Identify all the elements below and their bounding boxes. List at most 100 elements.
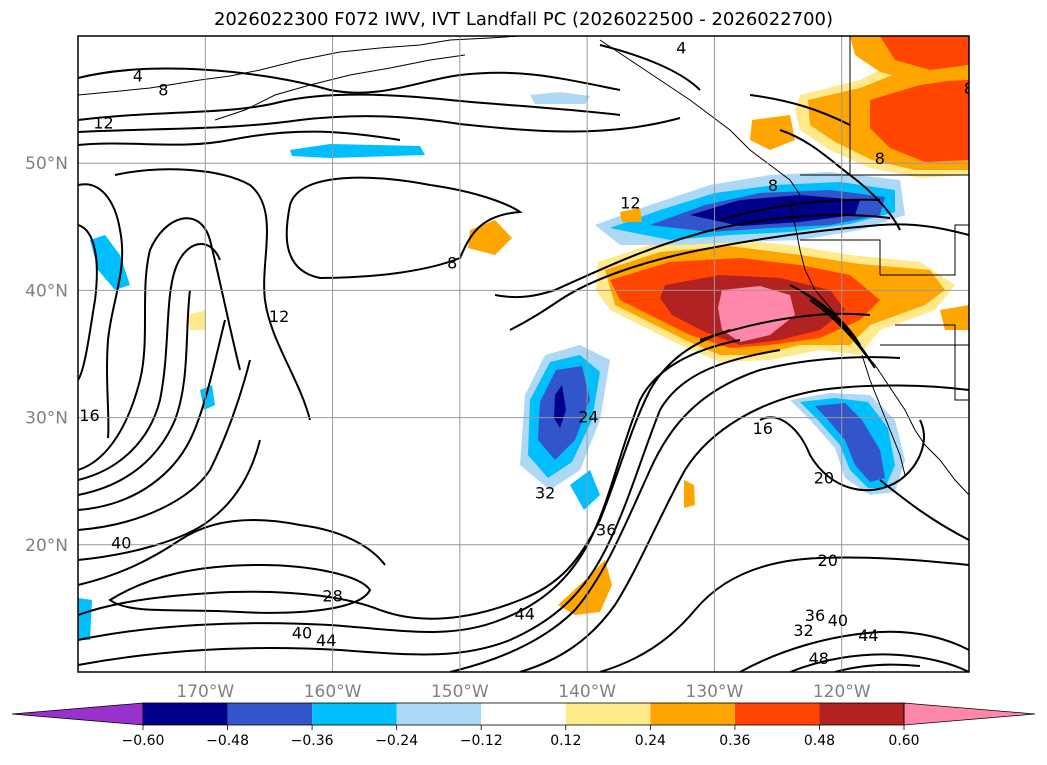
contour-line [108, 563, 372, 614]
coastline-alaska [78, 36, 521, 96]
shade-region-baja-royal [815, 403, 885, 482]
contour-label: 16 [79, 406, 99, 425]
contour-label: 32 [793, 621, 813, 640]
colorbar-frame [142, 702, 905, 726]
colorbar-segment [734, 703, 820, 725]
colorbar: −0.60 −0.48 −0.36 −0.24 −0.12 0.12 0.24 0.36 0.4… [11, 702, 1036, 749]
colorbar-tick-label: 0.60 [888, 733, 919, 749]
contour-line [78, 329, 731, 620]
coastline-alaska-south [214, 54, 466, 121]
contour-label: 12 [93, 113, 113, 132]
colorbar-segment [650, 703, 735, 725]
lon-tick-label: 170°W [176, 682, 234, 702]
contour-label: 4 [133, 66, 143, 85]
coastline-west [789, 199, 969, 496]
shade-patch-5 [468, 220, 512, 255]
shade-region-nw-orange [750, 115, 795, 150]
contour-label: 16 [753, 419, 773, 438]
colorbar-tick-label: 0.48 [804, 733, 835, 749]
lon-tick-label: 140°W [558, 682, 616, 702]
contour-line [78, 243, 221, 481]
contour-line [78, 224, 98, 381]
contour-label: 8 [447, 253, 457, 272]
colorbar-tick-label: −0.60 [122, 733, 165, 749]
contour-label: 44 [316, 631, 336, 650]
contour-line [78, 115, 681, 133]
colorbar-segment [396, 703, 482, 725]
contour-line [78, 67, 621, 94]
shade-patch-10 [188, 310, 206, 330]
contour-line [834, 663, 921, 672]
contour-label: 44 [858, 626, 878, 645]
contour-label: 48 [809, 649, 829, 668]
lon-tick-label: 150°W [431, 682, 489, 702]
contour-label: 36 [805, 606, 825, 625]
contour-line [78, 519, 386, 586]
contour-label: 12 [269, 307, 289, 326]
contour-line [879, 479, 969, 541]
colorbar-tick-label: −0.12 [460, 733, 503, 749]
contour-line [114, 168, 311, 421]
colorbar-extend-low [11, 702, 144, 726]
contour-line [78, 217, 241, 471]
contour-line [449, 356, 901, 672]
shade-patch-8 [570, 470, 600, 510]
border-state-3 [880, 224, 969, 276]
lat-tick-label: 30°N [25, 409, 68, 429]
contour-line [789, 284, 861, 346]
lon-tick-label: 160°W [304, 682, 362, 702]
contour-label: 8 [158, 80, 168, 99]
contour-line [599, 556, 969, 672]
lon-tick-label: 120°W [813, 682, 871, 702]
shade-patch-7 [684, 480, 695, 508]
colorbar-segment [143, 703, 228, 725]
colorbar-segment [819, 703, 904, 725]
contour-line [78, 130, 401, 146]
grid-layer [78, 36, 969, 672]
contour-line [78, 359, 251, 531]
contour-line [719, 198, 881, 221]
contour-label: 20 [814, 468, 834, 487]
contour-label: 8 [768, 176, 778, 195]
contour-line [78, 93, 621, 121]
contour-label: 8 [875, 149, 885, 168]
colorbar-tick-label: −0.48 [206, 733, 249, 749]
lat-tick-label: 20°N [25, 536, 68, 556]
contour-label: 8 [964, 79, 974, 98]
shade-patch-12 [940, 305, 969, 330]
contour-line [749, 94, 851, 126]
contour-line [739, 630, 969, 672]
colorbar-segment [481, 703, 566, 725]
axis-label-layer: 20°N 30°N 40°N 50°N 170°W 160°W 150°W 140°W 130°… [25, 154, 871, 702]
shade-region-ne-red [870, 78, 969, 162]
colorbar-tick-label: 0.36 [719, 733, 750, 749]
contour-label: 20 [818, 551, 838, 570]
contour-line [78, 183, 124, 439]
contour-line [699, 312, 871, 341]
contour-label: 40 [111, 533, 131, 552]
contour-label: 24 [578, 407, 598, 426]
map-frame [77, 35, 970, 673]
colorbar-extend-high [903, 702, 1036, 726]
contour-line [78, 339, 741, 641]
shade-patch-11 [620, 208, 642, 222]
contour-line [789, 653, 969, 672]
contour-line [78, 349, 781, 666]
contour-line [78, 289, 191, 496]
contour-label: 32 [535, 484, 555, 503]
shade-patch-1 [290, 144, 425, 158]
contour-label: 44 [515, 604, 535, 623]
contour-line [285, 176, 523, 280]
contour-line [759, 416, 925, 492]
colorbar-segment [565, 703, 651, 725]
contour-line [78, 319, 226, 511]
lat-tick-label: 50°N [25, 154, 68, 174]
contour-label: 28 [322, 587, 342, 606]
colorbar-tick-label: −0.24 [375, 733, 418, 749]
contour-line [809, 299, 876, 369]
shade-region-ne-top-red [880, 36, 969, 70]
colorbar-tick-label: −0.36 [291, 733, 334, 749]
border-layer [800, 36, 969, 401]
coastline-panhandle [599, 39, 801, 196]
